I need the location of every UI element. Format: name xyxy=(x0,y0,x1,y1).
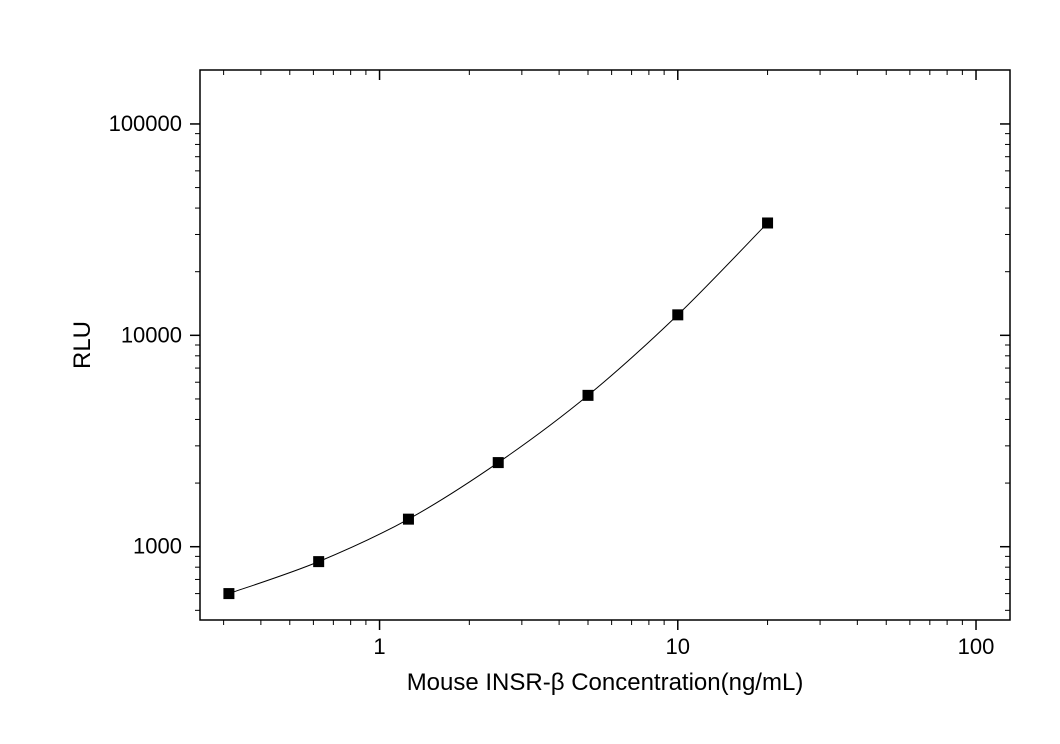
plot-area xyxy=(200,70,1010,620)
y-tick-label: 10000 xyxy=(121,322,182,347)
x-tick-label: 100 xyxy=(958,634,995,659)
x-tick-label: 1 xyxy=(373,634,385,659)
x-axis-label: Mouse INSR-β Concentration(ng/mL) xyxy=(407,669,804,696)
data-point-marker xyxy=(403,514,413,524)
data-point-marker xyxy=(224,589,234,599)
y-tick-label: 100000 xyxy=(109,111,182,136)
x-tick-label: 10 xyxy=(666,634,690,659)
y-tick-label: 1000 xyxy=(133,534,182,559)
data-point-marker xyxy=(673,310,683,320)
data-point-marker xyxy=(314,557,324,567)
chart-container: 1 10 100 1000 10000 100000 Mouse INSR-β Conc… xyxy=(0,0,1060,744)
standard-curve-chart: 1 10 100 1000 10000 100000 Mouse INSR-β Conc… xyxy=(0,0,1060,744)
data-point-marker xyxy=(583,390,593,400)
data-point-marker xyxy=(763,218,773,228)
data-point-marker xyxy=(493,458,503,468)
y-axis-label: RLU xyxy=(69,321,96,369)
